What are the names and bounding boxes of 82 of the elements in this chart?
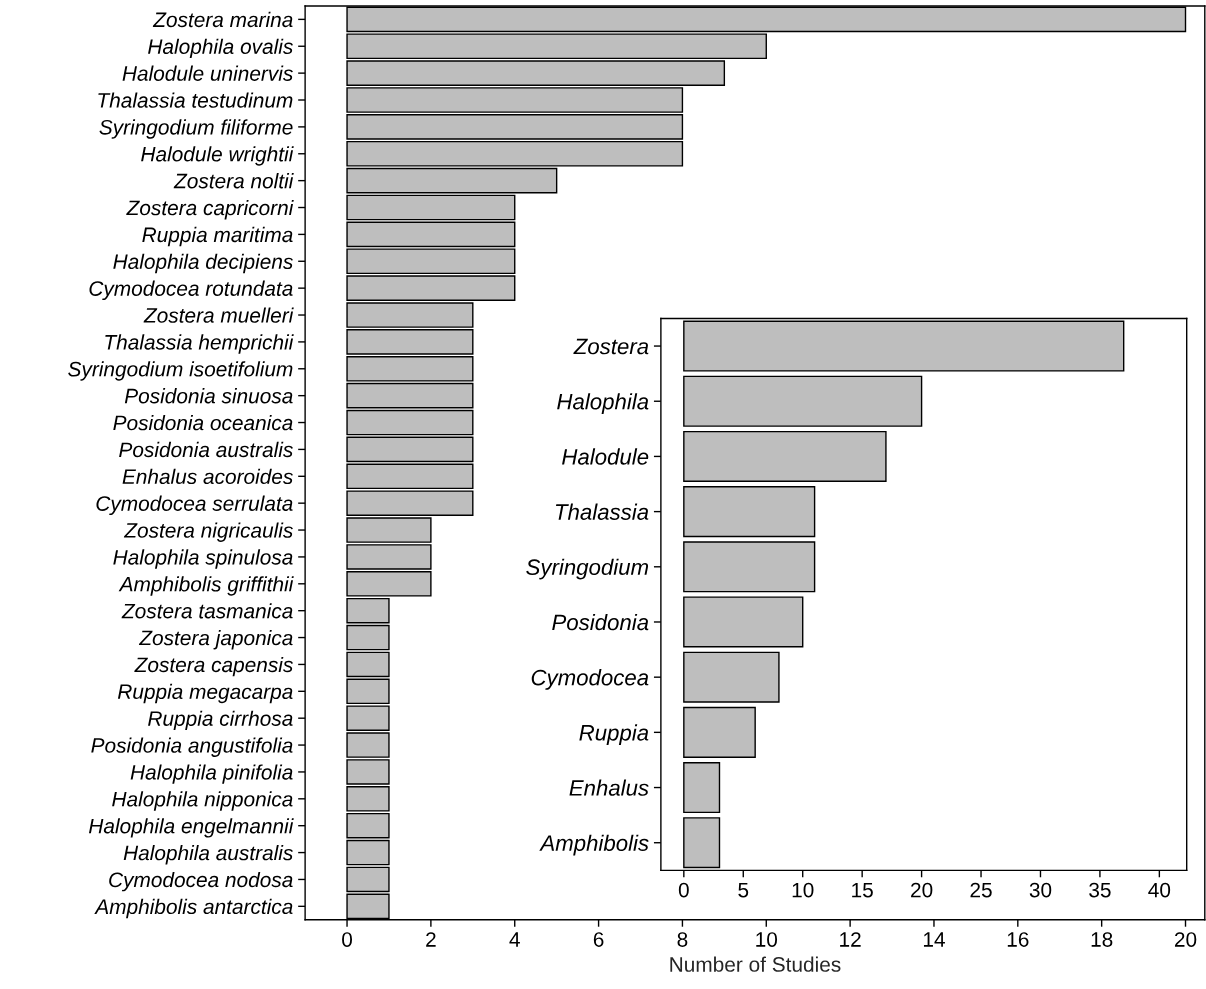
- y-tick-label: Posidonia: [552, 613, 649, 631]
- x-tick-label: 10: [756, 932, 778, 947]
- x-tick-label: 16: [1007, 932, 1029, 947]
- x-tick-label: 18: [1091, 932, 1113, 947]
- y-tick-label: Halophila: [557, 393, 649, 414]
- y-tick-label: Ruppia maritima: [142, 226, 293, 247]
- y-tick-label: Zostera nigricaulis: [123, 522, 293, 542]
- y-tick-label: Halophila ovalis: [148, 38, 293, 59]
- x-tick-label: 35: [1089, 882, 1111, 898]
- bar: [346, 839, 390, 866]
- y-tick-label: Enhalus: [569, 779, 649, 796]
- y-tick-label: Posidonia oceanica: [113, 414, 293, 431]
- y-tick-label: Enhalus acoroides: [122, 468, 293, 485]
- y-tick-label: Halophila engelmannii: [88, 818, 294, 838]
- x-tick-label: 5: [738, 882, 749, 898]
- y-tick-label: Halophila nipponica: [112, 791, 293, 811]
- y-tick-label: Syringodium isoetifolium: [68, 361, 293, 381]
- y-tick-label: Thalassia: [555, 503, 649, 520]
- y-tick-label: Cymodocea rotundata: [89, 280, 293, 301]
- bar: [683, 651, 780, 703]
- x-tick-label: 20: [1174, 932, 1197, 947]
- y-tick-label: Zostera japonica: [138, 630, 293, 650]
- bar: [346, 651, 390, 678]
- x-tick-label: 25: [970, 882, 992, 898]
- x-tick-label: 14: [923, 932, 945, 947]
- y-tick-label: Amphibolis: [539, 834, 649, 856]
- x-tick-label: 20: [911, 882, 933, 898]
- y-tick-label: Ruppia cirrhosa: [148, 710, 293, 731]
- y-tick-label: Syringodium filiforme: [99, 119, 293, 139]
- x-tick-label: 30: [1029, 882, 1052, 898]
- x-tick-label: 40: [1148, 882, 1171, 898]
- y-tick-label: Halophila spinulosa: [113, 549, 293, 569]
- x-axis-title: Number of Studies: [670, 956, 841, 972]
- bar: [683, 762, 721, 814]
- y-tick-label: Cymodocea nodosa: [109, 871, 293, 892]
- bar: [683, 430, 887, 482]
- x-tick-label: 8: [677, 932, 688, 947]
- y-tick-label: Posidonia angustifolia: [91, 737, 293, 757]
- y-tick-label: Zostera muelleri: [143, 307, 294, 323]
- y-tick-label: Syringodium: [526, 558, 649, 580]
- y-tick-label: Amphibolis antarctica: [94, 898, 293, 919]
- x-tick-label: 2: [426, 932, 436, 947]
- y-tick-label: Halodule wrightii: [141, 146, 294, 166]
- y-tick-label: Ruppia megacarpa: [117, 683, 293, 704]
- x-tick-label: 10: [792, 882, 814, 898]
- y-tick-label: Zostera capensis: [134, 656, 293, 677]
- y-tick-label: Zostera noltii: [173, 173, 294, 189]
- bar: [683, 375, 923, 427]
- y-tick-label: Halophila pinifolia: [130, 764, 293, 784]
- bar: [683, 486, 816, 538]
- bar: [346, 866, 390, 893]
- y-tick-label: Posidonia sinuosa: [124, 388, 293, 404]
- y-tick-label: Zostera tasmanica: [121, 603, 293, 619]
- bar: [683, 541, 816, 593]
- bar: [683, 596, 804, 648]
- y-tick-label: Cymodocea: [531, 669, 649, 690]
- bar: [346, 409, 474, 436]
- y-tick-label: Thalassia testudinum: [98, 92, 293, 108]
- x-tick-label: 0: [678, 882, 689, 898]
- bar: [346, 194, 516, 221]
- bar: [683, 706, 756, 758]
- y-tick-label: Amphibolis griffithii: [118, 576, 294, 596]
- y-tick-label: Halodule uninervis: [122, 65, 293, 81]
- bar: [346, 436, 474, 463]
- y-tick-label: Halodule: [562, 448, 649, 465]
- x-tick-label: 4: [509, 932, 520, 947]
- y-tick-label: Posidonia australis: [119, 441, 293, 458]
- y-tick-label: Zostera marina: [152, 11, 293, 28]
- bar: [683, 320, 1125, 372]
- y-tick-label: Ruppia: [579, 724, 649, 746]
- x-tick-label: 6: [593, 932, 604, 947]
- x-tick-label: 12: [840, 932, 861, 947]
- x-tick-label: 0: [342, 932, 353, 947]
- y-tick-label: Halophila australis: [123, 845, 293, 865]
- x-tick-label: 15: [852, 882, 873, 898]
- y-tick-label: Halophila decipiens: [113, 253, 293, 274]
- y-tick-label: Zostera: [573, 338, 649, 355]
- y-tick-label: Zostera capricorni: [126, 199, 294, 220]
- y-tick-label: Cymodocea serrulata: [96, 495, 293, 516]
- bar: [683, 817, 721, 869]
- y-tick-label: Thalassia hemprichii: [105, 334, 294, 354]
- bar: [346, 624, 390, 651]
